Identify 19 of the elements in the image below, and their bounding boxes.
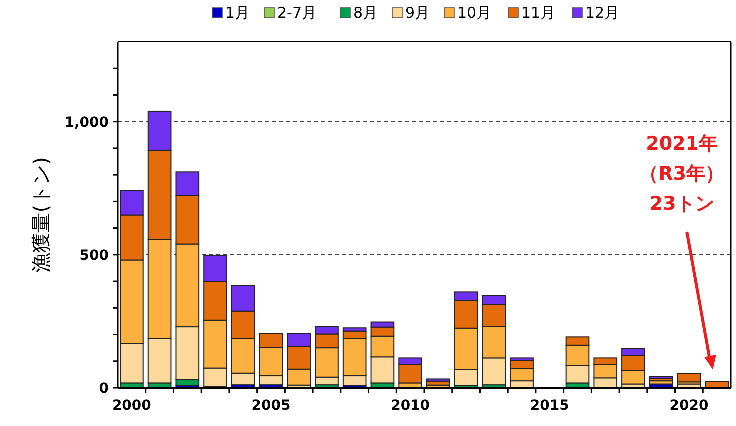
x-tick-label: 2020 bbox=[670, 398, 709, 414]
legend-label: 11月 bbox=[522, 4, 556, 22]
legend-label: 8月 bbox=[354, 4, 378, 22]
legend-label: 9月 bbox=[406, 4, 430, 22]
legend-label: 12月 bbox=[586, 4, 620, 22]
annotation: 23トン bbox=[650, 193, 714, 215]
x-tick-label: 2000 bbox=[112, 398, 152, 414]
y-tick-label: 0 bbox=[99, 381, 110, 397]
x-tick-label: 2015 bbox=[530, 398, 570, 414]
legend-label: 2-7月 bbox=[278, 4, 317, 22]
legend-label: 10月 bbox=[458, 4, 492, 22]
x-tick-label: 2010 bbox=[391, 398, 430, 414]
annotation: 2021年 bbox=[646, 133, 718, 155]
y-tick-label: 1,000 bbox=[64, 114, 110, 131]
annotation: （R3年） bbox=[640, 163, 724, 185]
y-axis-title: 漁獲量(トン) bbox=[29, 157, 53, 273]
y-tick-label: 500 bbox=[80, 248, 110, 264]
legend-label: 1月 bbox=[226, 4, 250, 22]
x-tick-label: 2005 bbox=[252, 398, 291, 414]
